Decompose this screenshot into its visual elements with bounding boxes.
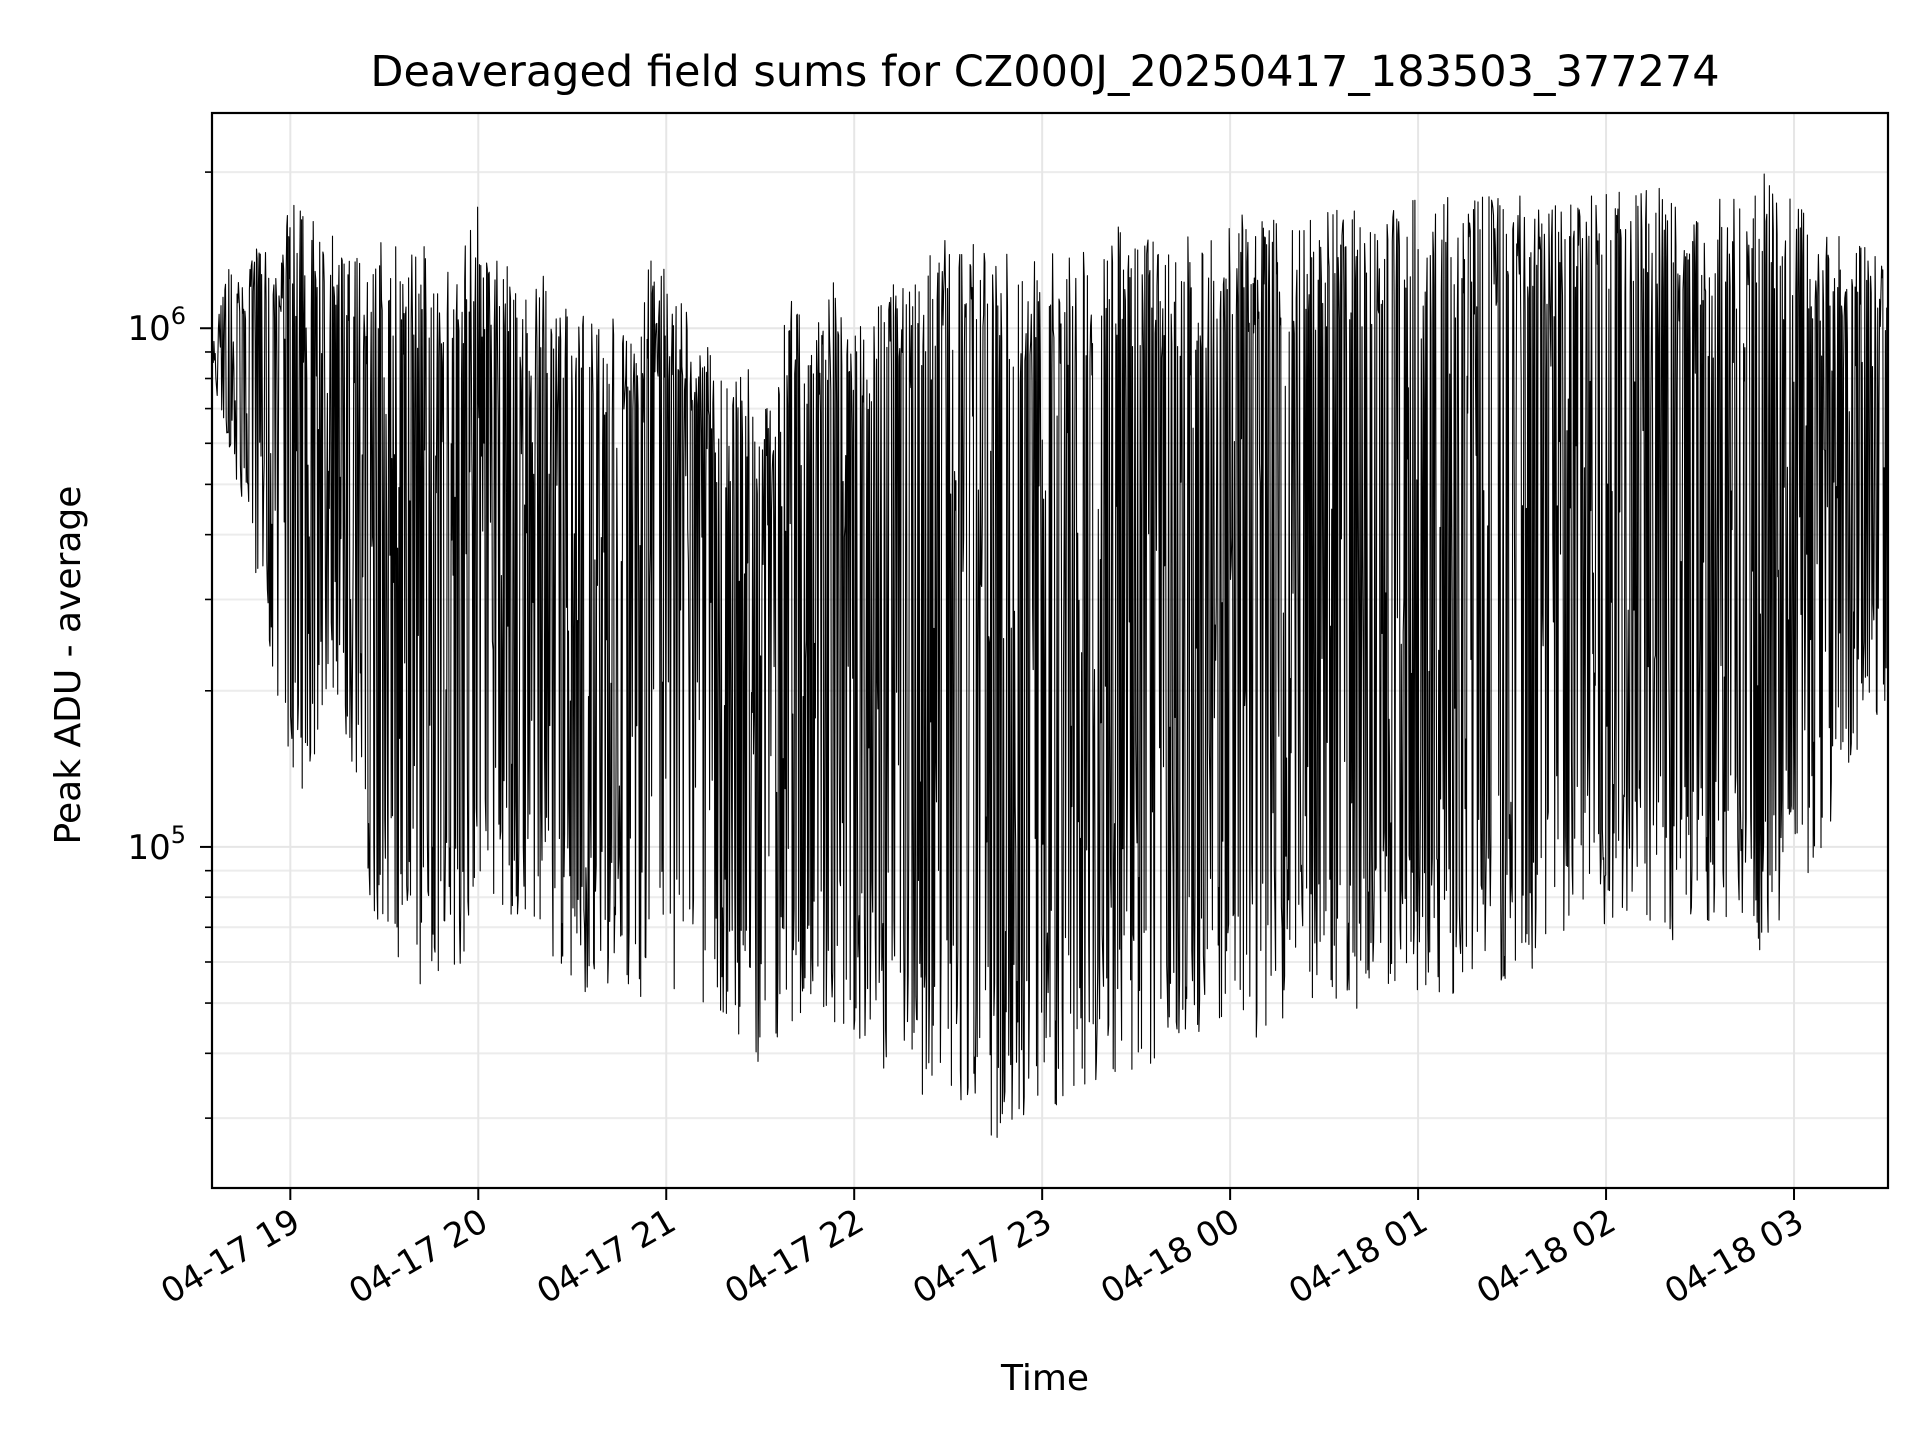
plot-frame — [210, 111, 1890, 1190]
data-series — [211, 173, 1889, 1138]
x-axis-label: Time — [1000, 1358, 1089, 1399]
chart-title: Deaveraged field sums for CZ000J_2025041… — [370, 47, 1719, 97]
series-line — [211, 173, 1889, 1138]
y-tick-label: 105 — [127, 821, 186, 868]
y-axis-label: Peak ADU - average — [48, 486, 89, 845]
y-tick-label: 106 — [127, 302, 186, 349]
